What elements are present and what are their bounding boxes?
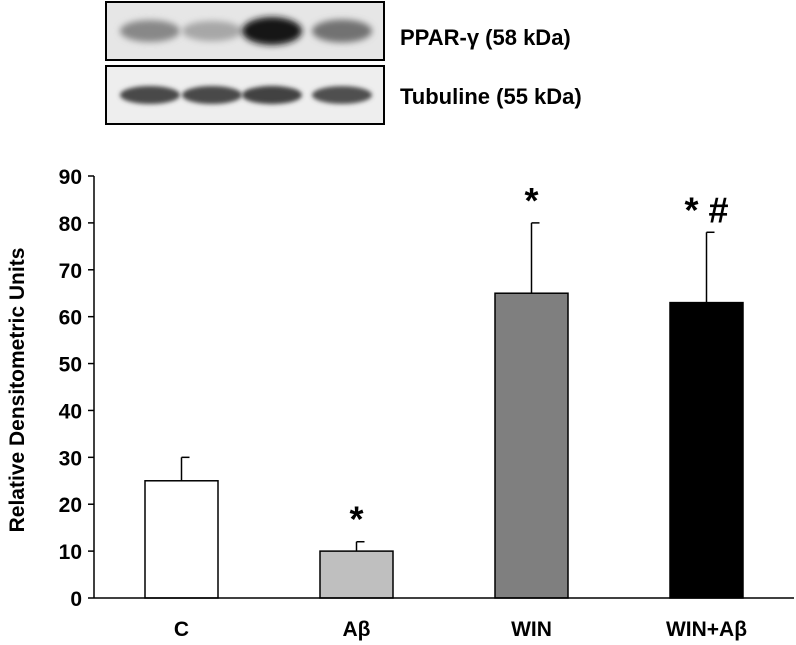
y-tick-label: 80 <box>59 213 82 236</box>
blot-panel-tubuline: Tubuline (55 kDa) <box>105 65 582 125</box>
blot-band <box>242 85 302 105</box>
y-tick-label: 40 <box>59 400 82 423</box>
x-axis-labels: C Aβ WIN WIN+Aβ <box>174 618 747 641</box>
bar-chart: Relative Densitometric Units 0 10 20 30 40 50… <box>6 166 794 641</box>
y-axis-label: Relative Densitometric Units <box>6 248 29 533</box>
blot-band <box>182 86 242 104</box>
y-tick-label: 20 <box>59 494 82 517</box>
blot-band <box>242 17 302 45</box>
y-tick-label: 30 <box>59 447 82 470</box>
tubuline-bands <box>120 85 372 105</box>
pparg-bands <box>120 17 372 45</box>
significance-marker: * <box>349 499 363 540</box>
bars: * * * # <box>144 180 744 599</box>
y-tick-label: 50 <box>59 354 82 377</box>
blot-band <box>120 86 180 104</box>
y-tick-label: 0 <box>70 588 82 611</box>
blot-band <box>120 20 180 42</box>
western-blot: PPAR-γ (58 kDa) Tubuline (55 kDa) <box>105 1 582 125</box>
y-tick-label: 90 <box>59 166 82 189</box>
bar <box>144 480 219 599</box>
blot-band <box>182 20 242 42</box>
y-tick-label: 60 <box>59 307 82 330</box>
x-tick-label: C <box>174 618 189 641</box>
bar <box>669 301 744 599</box>
y-tick-label: 70 <box>59 260 82 283</box>
blot-panel-pparg: PPAR-γ (58 kDa) <box>105 1 571 61</box>
x-tick-label: WIN <box>511 618 552 641</box>
significance-marker: * # <box>684 189 728 230</box>
significance-marker: * <box>524 180 538 221</box>
blot-band <box>312 86 372 104</box>
blot-band <box>312 19 372 43</box>
blot-label-tubuline: Tubuline (55 kDa) <box>400 84 582 109</box>
bar <box>494 292 569 599</box>
x-tick-label: Aβ <box>343 618 371 641</box>
x-tick-label: WIN+Aβ <box>666 618 747 641</box>
y-axis-ticks: 0 10 20 30 40 50 60 70 80 90 <box>59 166 94 611</box>
y-tick-label: 10 <box>59 541 82 564</box>
blot-label-pparg: PPAR-γ (58 kDa) <box>400 25 571 50</box>
bar <box>319 550 394 599</box>
